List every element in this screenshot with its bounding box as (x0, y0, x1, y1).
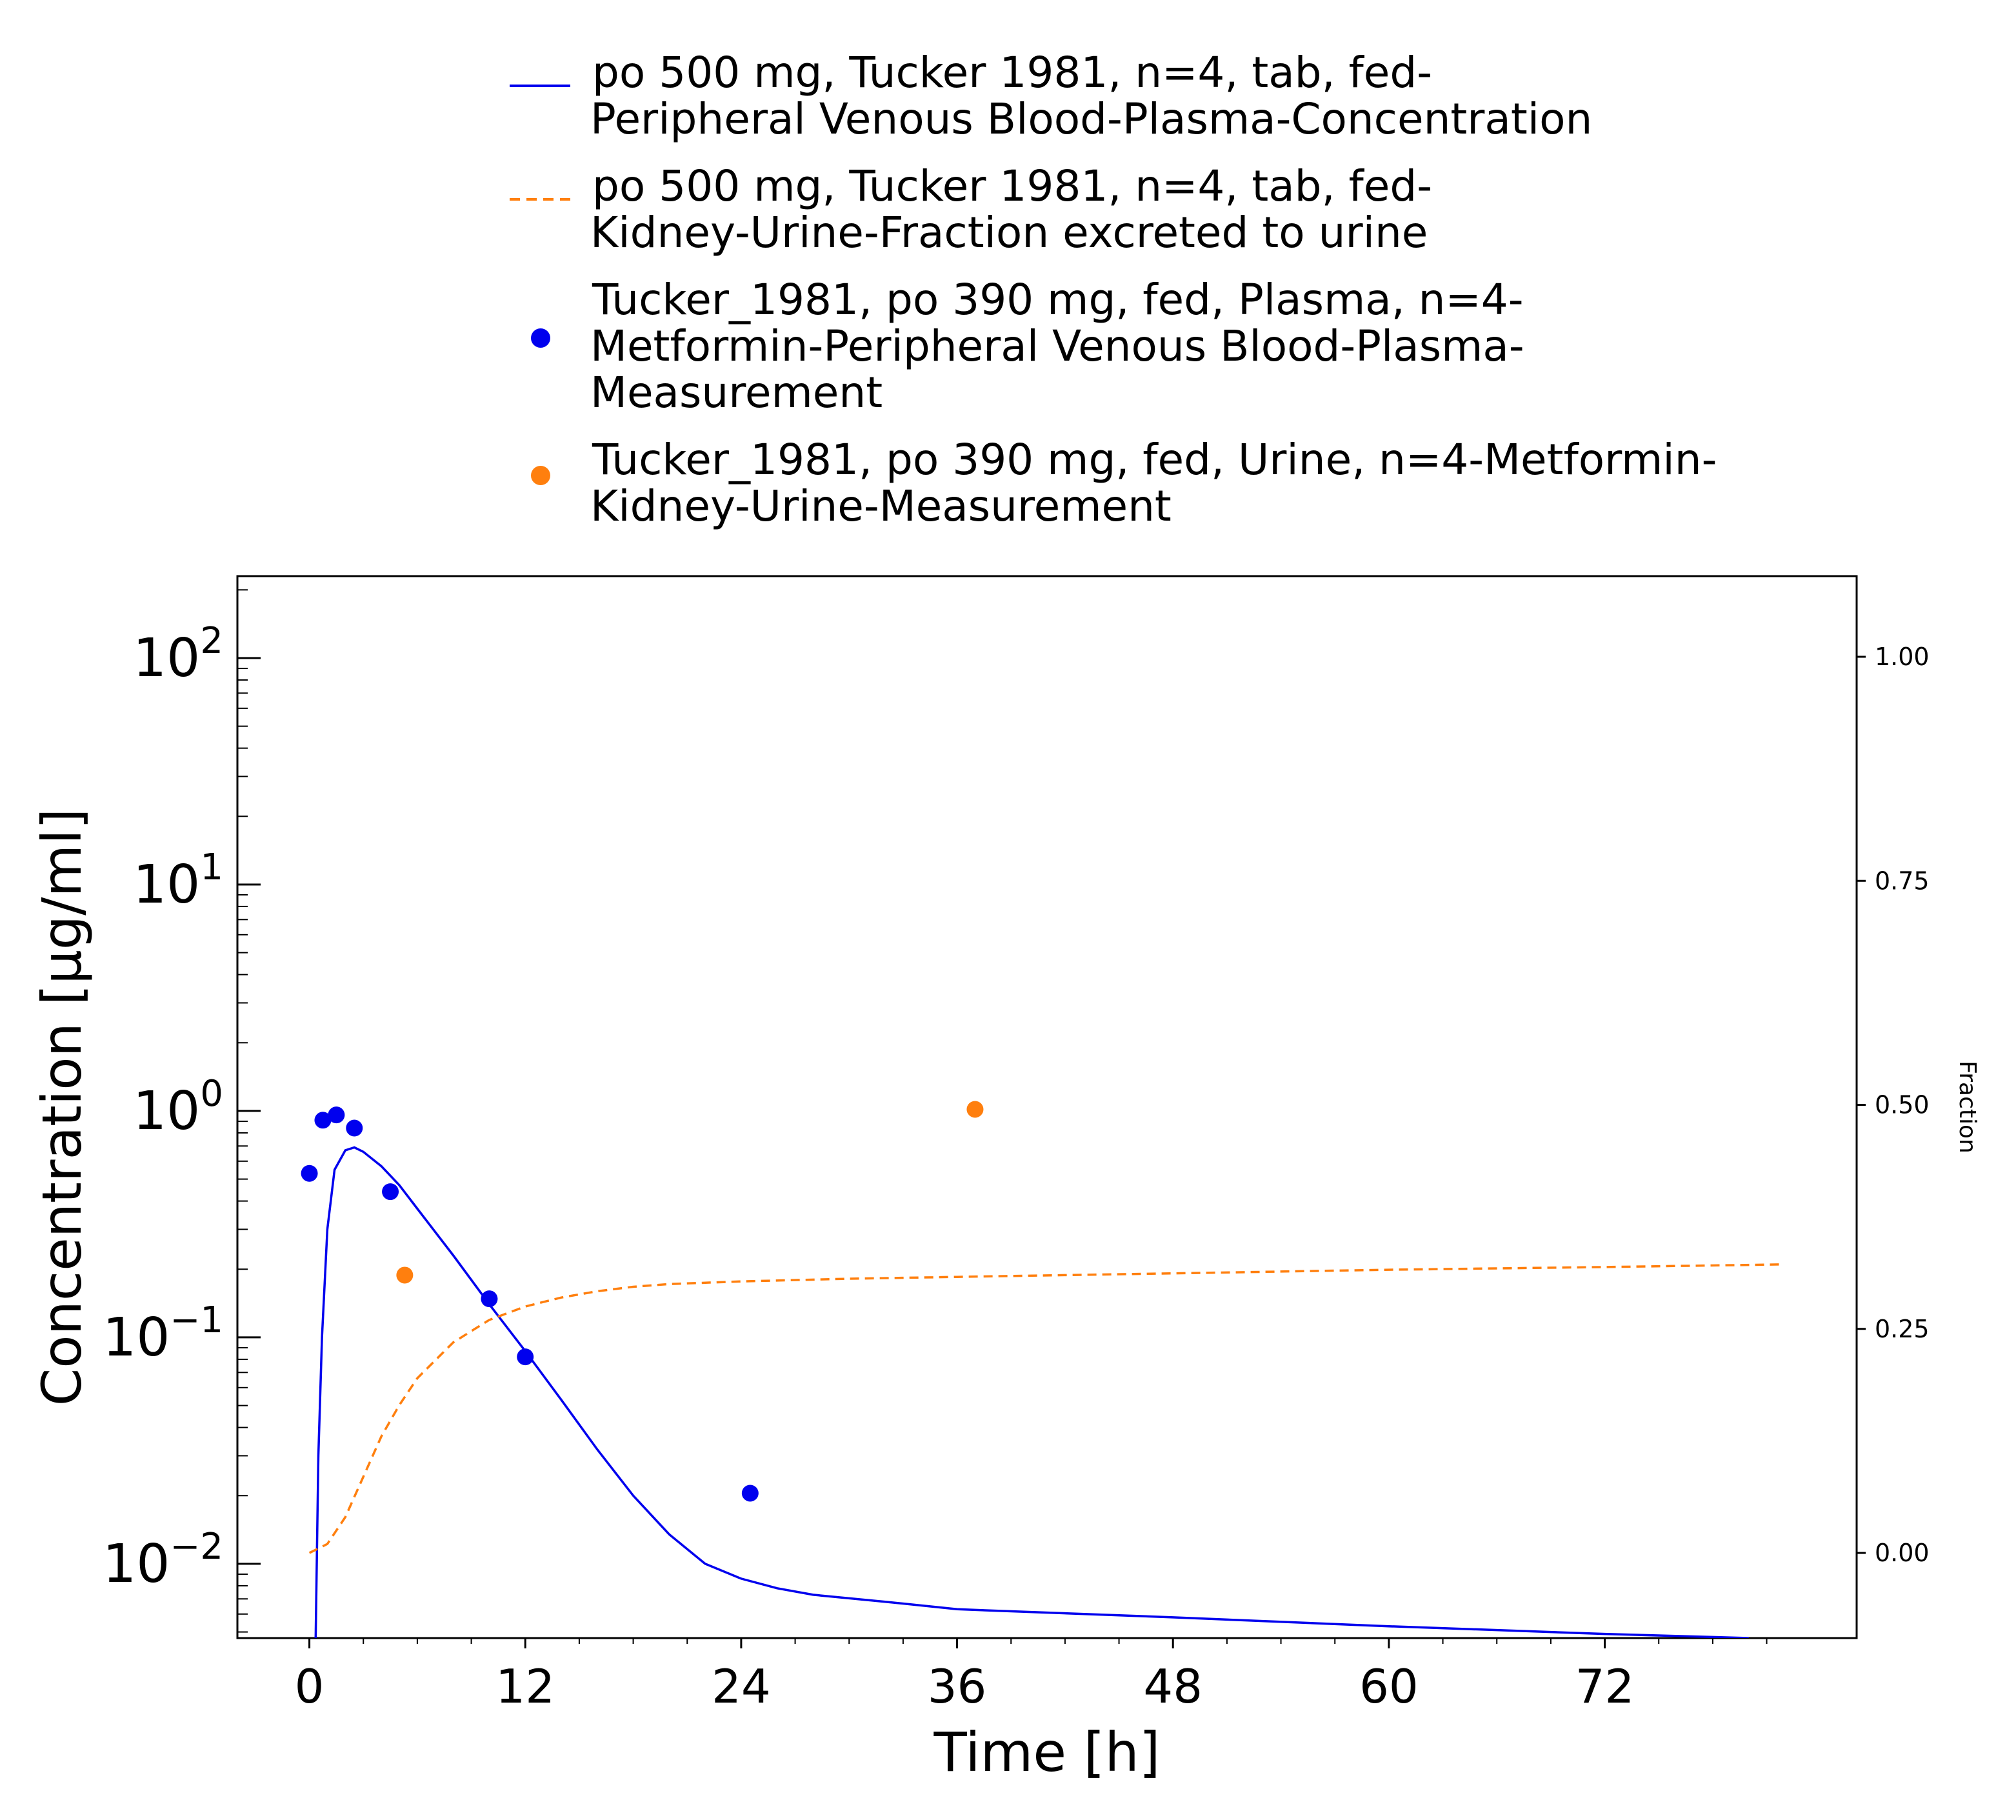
y-tick-label: 100 (133, 1073, 223, 1142)
legend-label-line: Metformin-Peripheral Venous Blood-Plasma… (590, 321, 1524, 371)
series-line-sim-plasma (314, 1146, 1749, 1638)
legend-label-obs-urine: Tucker_1981, po 390 mg, fed, Urine, n=4-… (590, 435, 1717, 531)
y-axis-left: 10−2 10−1 100 101 102 (103, 589, 261, 1633)
data-point-plasma (346, 1119, 363, 1137)
data-point-urine (396, 1266, 414, 1284)
series-layer (301, 1101, 1785, 1638)
data-point-plasma (382, 1183, 399, 1201)
legend-marker-obs-plasma (531, 328, 550, 348)
x-tick-label: 60 (1359, 1659, 1419, 1714)
x-tick-label: 48 (1143, 1659, 1203, 1714)
legend-label-line: Tucker_1981, po 390 mg, fed, Urine, n=4-… (592, 435, 1717, 485)
x-axis-title: Time [h] (933, 1721, 1160, 1784)
y-tick-label: 10−2 (103, 1526, 223, 1595)
data-point-plasma (328, 1106, 345, 1124)
legend-label-line: Kidney-Urine-Fraction excreted to urine (590, 208, 1428, 257)
y2-tick-label: 1.00 (1875, 643, 1930, 671)
y-tick-label: 102 (133, 620, 223, 689)
legend-label-sim-urine: po 500 mg, Tucker 1981, n=4, tab, fed-Ki… (590, 161, 1432, 257)
legend-label-line: po 500 mg, Tucker 1981, n=4, tab, fed- (592, 161, 1432, 211)
y2-axis-title: Fraction (1954, 1061, 1981, 1154)
data-point-plasma (517, 1348, 534, 1366)
data-point-urine (966, 1101, 984, 1118)
x-tick-label: 12 (495, 1659, 555, 1714)
data-point-plasma (481, 1290, 498, 1308)
y2-tick-label: 0.50 (1875, 1091, 1930, 1119)
legend-label-line: Tucker_1981, po 390 mg, fed, Plasma, n=4… (592, 275, 1524, 325)
legend-label-line: po 500 mg, Tucker 1981, n=4, tab, fed- (592, 48, 1432, 97)
x-tick-label: 36 (928, 1659, 987, 1714)
data-point-plasma (301, 1165, 318, 1182)
legend-label-sim-plasma: po 500 mg, Tucker 1981, n=4, tab, fed-Pe… (590, 48, 1592, 144)
y-axis-title: Concentration [µg/ml] (30, 808, 94, 1406)
y-tick-label: 101 (133, 846, 223, 915)
data-point-plasma (741, 1485, 759, 1502)
y2-tick-label: 0.25 (1875, 1315, 1930, 1343)
data-point-plasma (314, 1112, 332, 1129)
y2-tick-label: 0.75 (1875, 866, 1930, 895)
y-axis-right: 0.00 0.25 0.50 0.75 1.00 (1857, 643, 1930, 1567)
legend-label-obs-plasma: Tucker_1981, po 390 mg, fed, Plasma, n=4… (590, 275, 1524, 417)
plot-area (236, 575, 1858, 1639)
legend-label-line: Measurement (590, 368, 883, 417)
x-tick-label: 24 (712, 1659, 771, 1714)
legend-label-line: Kidney-Urine-Measurement (590, 481, 1172, 531)
x-axis: 0 12 24 36 48 60 72 (295, 1638, 1768, 1714)
x-tick-label: 72 (1575, 1659, 1635, 1714)
legend-marker-obs-urine (531, 466, 550, 485)
series-line-sim-urine (308, 1263, 1785, 1554)
legend-label-line: Peripheral Venous Blood-Plasma-Concentra… (590, 94, 1592, 144)
x-tick-label: 0 (295, 1659, 324, 1714)
y2-tick-label: 0.00 (1875, 1539, 1930, 1567)
y-tick-label: 10−1 (103, 1299, 223, 1368)
legend: po 500 mg, Tucker 1981, n=4, tab, fed-Pe… (510, 48, 1717, 531)
